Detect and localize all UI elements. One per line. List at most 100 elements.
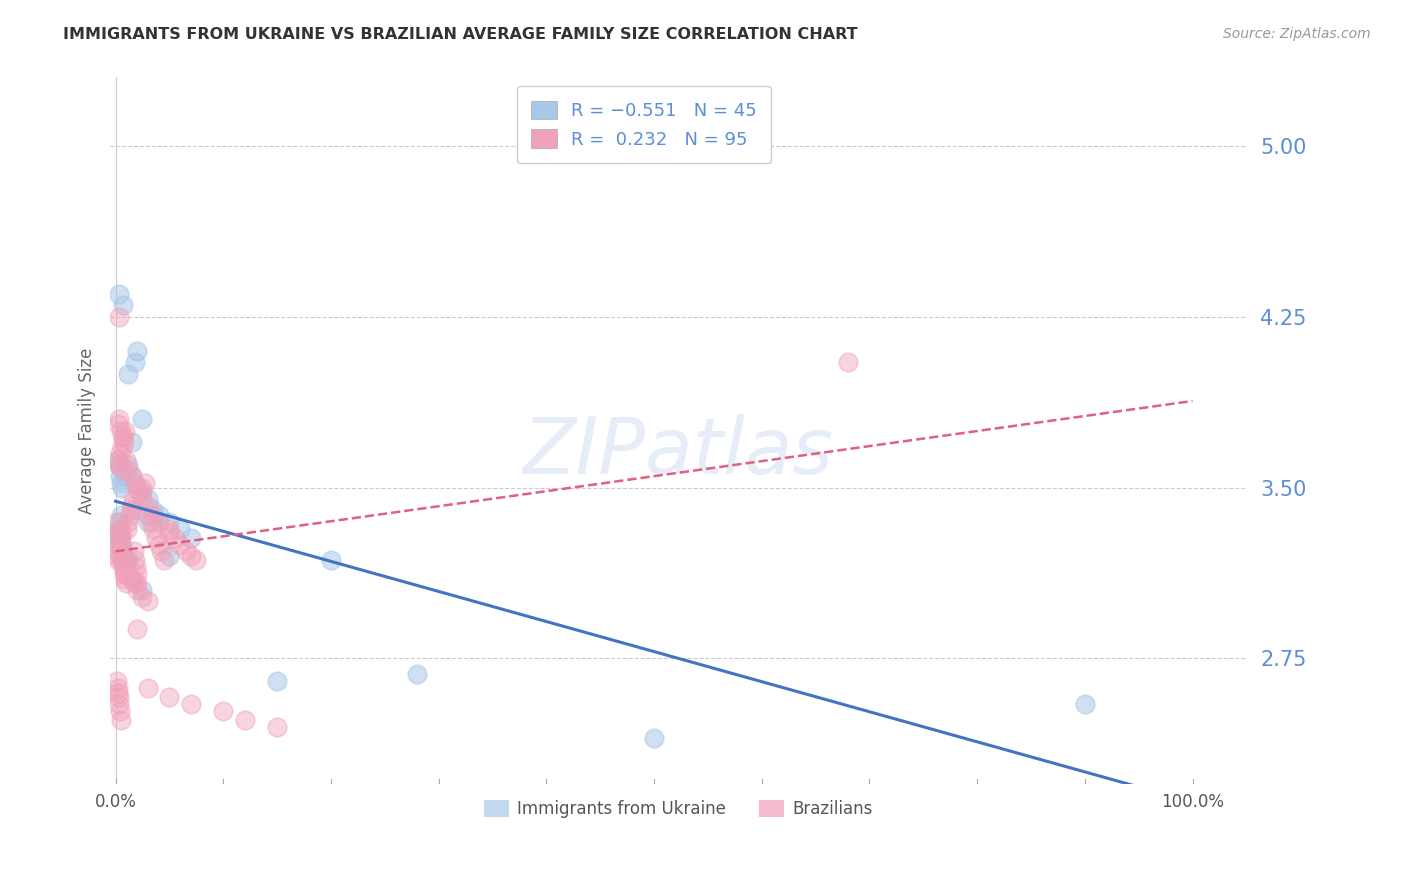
Point [105, 549, 128, 563]
Point [112, 544, 135, 558]
Point [112, 567, 135, 582]
Point [111, 481, 134, 495]
Point [153, 553, 176, 567]
Point [157, 522, 180, 536]
Point [110, 462, 132, 476]
Point [111, 440, 134, 454]
Point [107, 412, 129, 426]
Point [107, 417, 129, 431]
Point [110, 424, 132, 438]
Text: 0.0%: 0.0% [94, 793, 136, 811]
Point [115, 553, 138, 567]
Point [107, 685, 129, 699]
Point [131, 412, 153, 426]
Point [169, 522, 191, 536]
Text: ZIPatlas: ZIPatlas [523, 414, 834, 490]
Point [111, 553, 134, 567]
Point [406, 667, 429, 681]
Point [108, 704, 131, 718]
Point [108, 531, 131, 545]
Point [110, 713, 132, 727]
Point [111, 544, 134, 558]
Point [124, 576, 146, 591]
Point [233, 713, 256, 727]
Y-axis label: Average Family Size: Average Family Size [79, 347, 96, 514]
Point [136, 681, 159, 695]
Point [121, 499, 143, 513]
Point [121, 572, 143, 586]
Point [108, 515, 131, 529]
Point [643, 731, 665, 746]
Point [121, 469, 143, 483]
Point [105, 674, 128, 689]
Point [112, 434, 135, 449]
Point [169, 537, 191, 551]
Point [124, 553, 146, 567]
Point [117, 367, 139, 381]
Text: IMMIGRANTS FROM UKRAINE VS BRAZILIAN AVERAGE FAMILY SIZE CORRELATION CHART: IMMIGRANTS FROM UKRAINE VS BRAZILIAN AVE… [63, 27, 858, 42]
Point [131, 485, 153, 500]
Point [149, 544, 172, 558]
Point [107, 286, 129, 301]
Point [131, 491, 153, 506]
Point [105, 526, 128, 541]
Point [118, 508, 141, 522]
Point [121, 572, 143, 586]
Point [112, 560, 135, 574]
Point [157, 549, 180, 563]
Point [136, 491, 159, 506]
Legend: Immigrants from Ukraine, Brazilians: Immigrants from Ukraine, Brazilians [477, 793, 880, 825]
Point [117, 515, 139, 529]
Point [136, 515, 159, 529]
Point [107, 526, 129, 541]
Point [112, 549, 135, 563]
Point [117, 567, 139, 582]
Point [117, 522, 139, 536]
Point [125, 343, 148, 358]
Point [107, 310, 129, 324]
Point [107, 697, 129, 711]
Point [107, 453, 129, 467]
Point [111, 537, 134, 551]
Point [108, 549, 131, 563]
Point [115, 469, 138, 483]
Point [148, 537, 170, 551]
Point [319, 553, 342, 567]
Point [112, 298, 135, 312]
Point [163, 531, 186, 545]
Point [121, 491, 143, 506]
Point [115, 576, 138, 591]
Point [120, 503, 142, 517]
Point [110, 475, 132, 490]
Point [117, 458, 139, 472]
Point [142, 522, 165, 536]
Point [110, 531, 132, 545]
Point [117, 462, 139, 476]
Point [115, 453, 138, 467]
Point [212, 704, 235, 718]
Point [107, 458, 129, 472]
Point [115, 560, 138, 574]
Point [125, 560, 148, 574]
Point [266, 674, 288, 689]
Point [186, 553, 208, 567]
Point [114, 572, 136, 586]
Point [107, 681, 129, 695]
Point [131, 481, 153, 495]
Point [111, 526, 134, 541]
Point [121, 469, 143, 483]
Point [125, 503, 148, 517]
Point [112, 430, 135, 444]
Point [125, 583, 148, 598]
Point [131, 590, 153, 604]
Point [112, 462, 135, 476]
Point [107, 522, 129, 536]
Point [107, 537, 129, 551]
Point [107, 458, 129, 472]
Point [148, 508, 170, 522]
Point [128, 485, 150, 500]
Point [142, 503, 165, 517]
Point [107, 553, 129, 567]
Text: Source: ZipAtlas.com: Source: ZipAtlas.com [1223, 27, 1371, 41]
Point [107, 453, 129, 467]
